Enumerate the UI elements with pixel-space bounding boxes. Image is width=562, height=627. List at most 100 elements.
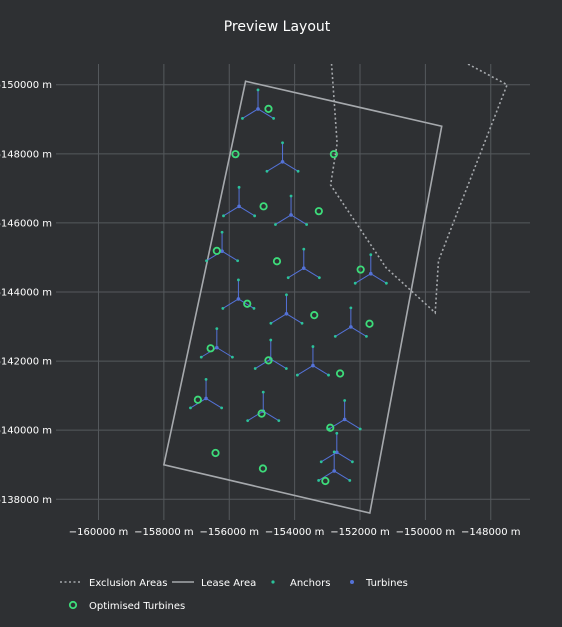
- mooring-line: [312, 365, 329, 376]
- legend-lease-label: Lease Area: [201, 578, 256, 589]
- mooring-line: [335, 326, 352, 337]
- mooring-line: [238, 205, 255, 217]
- anchor-point: [204, 378, 208, 381]
- optimised-turbine-point: [314, 207, 323, 216]
- anchor-point: [265, 169, 269, 173]
- anchor-point: [348, 479, 352, 482]
- optimised-turbine-point: [272, 257, 282, 266]
- legend-optimised-label: Optimised Turbines: [89, 601, 185, 612]
- anchor-point: [237, 185, 241, 189]
- legend-anchors-label: Anchors: [290, 578, 330, 589]
- y-tick-label: 6142000 m: [0, 357, 52, 368]
- anchor-point: [319, 460, 323, 464]
- x-tick-label: −150000 m: [396, 527, 455, 538]
- y-tick-label: 6138000 m: [0, 495, 52, 506]
- anchor-point: [365, 334, 368, 338]
- optimised-turbine-point: [212, 246, 221, 255]
- anchor-point: [253, 367, 257, 370]
- turbine-point: [301, 266, 306, 270]
- anchor-point: [369, 253, 373, 257]
- x-tick-label: −156000 m: [200, 527, 259, 538]
- mooring-line: [290, 214, 307, 225]
- anchor-point: [222, 214, 225, 218]
- turbine-point: [342, 417, 347, 422]
- optimised-turbine-point: [211, 448, 220, 458]
- mooring-line: [222, 298, 239, 309]
- anchor-point: [220, 230, 224, 234]
- mooring-line: [262, 410, 280, 422]
- turbine-point: [215, 345, 219, 350]
- legend-anchors-swatch: [271, 580, 275, 584]
- legend-exclusion-label: Exclusion Areas: [89, 578, 168, 589]
- mooring-line: [303, 267, 320, 279]
- mooring-line: [333, 470, 351, 481]
- anchor-point: [343, 399, 347, 402]
- legend: Exclusion Areas Lease Area Anchors Turbi…: [60, 578, 408, 612]
- anchor-point: [220, 406, 224, 410]
- anchor-point: [199, 355, 203, 359]
- turbine-point: [369, 271, 373, 276]
- mooring-line: [287, 267, 305, 279]
- anchor-point: [256, 88, 260, 92]
- anchor-point: [332, 450, 336, 454]
- anchor-point: [253, 214, 257, 218]
- optimised-turbine-point: [264, 356, 273, 365]
- axis-labels: −160000 m −158000 m −156000 m −154000 m −152…: [0, 80, 521, 538]
- anchor-point: [300, 321, 304, 325]
- anchor-point: [274, 223, 277, 226]
- anchor-point: [350, 460, 354, 464]
- turbine-point: [289, 213, 293, 217]
- optimised-turbine-point: [321, 476, 330, 486]
- optimised-turbine-point: [193, 395, 202, 404]
- mooring-line: [354, 273, 372, 284]
- mooring-line: [242, 108, 259, 119]
- mooring-line: [336, 451, 353, 463]
- turbine-point: [237, 204, 241, 209]
- y-tick-label: 6146000 m: [0, 218, 52, 229]
- anchor-point: [269, 321, 273, 325]
- anchor-point: [272, 117, 275, 120]
- optimised-turbine-point: [243, 299, 252, 308]
- anchor-point: [305, 223, 309, 226]
- mooring-line: [247, 410, 264, 422]
- optimised-turbine-point: [365, 319, 374, 328]
- x-tick-label: −154000 m: [265, 527, 324, 538]
- turbine-point: [311, 363, 315, 368]
- turbine-point: [236, 297, 241, 301]
- turbine-point: [256, 107, 260, 111]
- anchor-point: [277, 419, 281, 423]
- anchor-point: [289, 194, 293, 198]
- anchor-point: [241, 117, 244, 120]
- anchor-point: [261, 390, 265, 394]
- optimised-turbine-point: [257, 409, 266, 418]
- turbine-point: [284, 311, 289, 316]
- mooring-line: [254, 358, 272, 369]
- chart-title: Preview Layout: [224, 19, 331, 35]
- anchor-point: [384, 281, 388, 285]
- legend-optimised-swatch: [68, 600, 78, 610]
- mooring-line: [328, 419, 345, 430]
- anchor-point: [189, 406, 192, 410]
- anchor-point: [281, 141, 284, 145]
- turbine-point: [280, 159, 285, 164]
- x-tick-label: −152000 m: [330, 527, 389, 538]
- mooring-line: [297, 365, 314, 376]
- optimised-turbine-point: [258, 464, 268, 473]
- anchor-point: [349, 306, 353, 310]
- optimised-turbine-point: [231, 150, 240, 159]
- y-tick-label: 6140000 m: [0, 426, 52, 437]
- legend-turbines-label: Turbines: [365, 578, 408, 589]
- optimised-turbine-point: [356, 265, 365, 274]
- anchor-point: [296, 169, 300, 173]
- y-tick-label: 6144000 m: [0, 288, 52, 299]
- anchor-point: [317, 479, 321, 482]
- anchor-point: [353, 281, 357, 285]
- anchor-point: [302, 247, 306, 251]
- x-tick-label: −148000 m: [461, 527, 520, 538]
- mooring-line: [238, 298, 255, 309]
- series-layer: [162, 64, 509, 515]
- mooring-line: [205, 397, 222, 409]
- anchor-point: [236, 259, 240, 263]
